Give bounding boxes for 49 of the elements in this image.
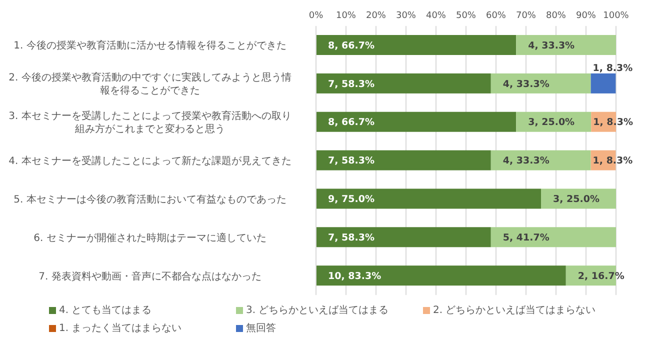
x-tick-label: 80%: [546, 11, 566, 21]
data-label: 4, 33.3%: [502, 78, 550, 90]
data-label: 7, 58.3%: [328, 156, 375, 167]
bar: [316, 150, 491, 170]
legend-label: 1. まったく当てはまらない: [59, 322, 182, 335]
y-tick-label: 5. 本セミナーは今後の教育活動において有益なものであった: [14, 193, 286, 206]
y-tick-label: 6. セミナーが開催された時期はテーマに適していた: [34, 232, 266, 244]
data-label: 10, 83.3%: [328, 270, 382, 282]
x-tick-label: 60%: [486, 11, 506, 21]
bar: [490, 227, 616, 248]
bar: [490, 150, 591, 170]
x-tick-label: 90%: [576, 11, 596, 21]
bar: [316, 227, 491, 248]
bar: [590, 73, 616, 94]
legend-label: 3. どちらかといえば当てはまる: [246, 304, 389, 317]
bar: [316, 188, 541, 209]
data-label: 5, 41.7%: [502, 232, 550, 244]
legend-label: 4. とても当てはまる: [59, 304, 152, 317]
bar: [516, 35, 616, 55]
data-label: 7, 58.3%: [328, 78, 375, 90]
bar: [316, 35, 516, 55]
data-label: 9, 75.0%: [328, 194, 375, 206]
x-tick-label: 30%: [396, 11, 416, 21]
data-label: 3, 25.0%: [528, 117, 576, 128]
data-label: 4, 33.3%: [502, 156, 550, 167]
bar: [490, 73, 591, 94]
legend-label: 2. どちらかといえば当てはまらない: [433, 304, 596, 317]
x-tick-label: 10%: [336, 11, 356, 21]
y-tick-label: 4. 本セミナーを受講したことによって新たな課題が見えてきた: [8, 155, 292, 167]
data-label: 1, 8.3%: [592, 62, 634, 74]
legend-label: 無回答: [246, 322, 276, 335]
x-tick-label: 70%: [516, 11, 536, 21]
y-tick-label: 1. 今後の授業や教育活動に活かせる情報を得ることができた: [14, 40, 286, 52]
data-label: 8, 66.7%: [328, 117, 375, 128]
x-tick-label: 40%: [426, 11, 446, 21]
data-label: 4, 33.3%: [528, 40, 576, 52]
bar: [316, 266, 566, 286]
x-tick-label: 0%: [308, 11, 324, 21]
data-label: 7, 58.3%: [328, 232, 375, 244]
x-tick-label: 50%: [456, 11, 476, 21]
bar: [316, 73, 491, 94]
data-label: 8, 66.7%: [328, 40, 375, 52]
y-tick-label: 7. 発表資料や動画・音声に不都合な点はなかった: [38, 270, 262, 282]
y-tick-label: 2. 今後の授業や教育活動の中ですぐに実践してみようと思う情報を得ることができた: [8, 72, 292, 97]
x-tick-label: 20%: [366, 11, 386, 21]
bar: [316, 112, 516, 132]
y-tick-label: 3. 本セミナーを受講したことによって授業や教育活動への取り組み方がこれまでと変わると思う: [8, 110, 292, 136]
data-label: 3, 25.0%: [553, 194, 600, 206]
x-tick-label: 100%: [603, 11, 630, 21]
